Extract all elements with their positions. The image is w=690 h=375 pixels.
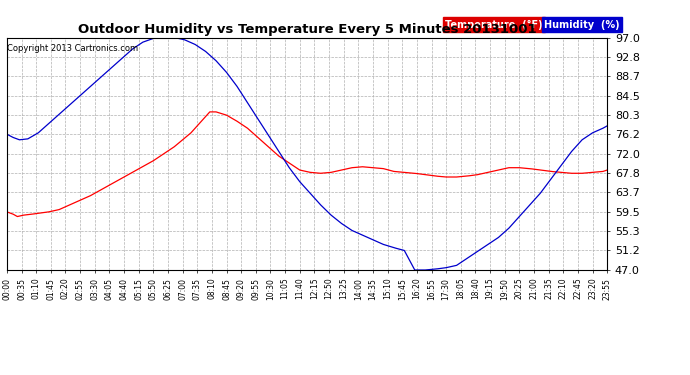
Text: Copyright 2013 Cartronics.com: Copyright 2013 Cartronics.com	[7, 44, 138, 52]
Title: Outdoor Humidity vs Temperature Every 5 Minutes 20131001: Outdoor Humidity vs Temperature Every 5 …	[78, 23, 536, 36]
Text: Humidity  (%): Humidity (%)	[544, 20, 620, 30]
Text: Temperature  (°F): Temperature (°F)	[445, 20, 543, 30]
